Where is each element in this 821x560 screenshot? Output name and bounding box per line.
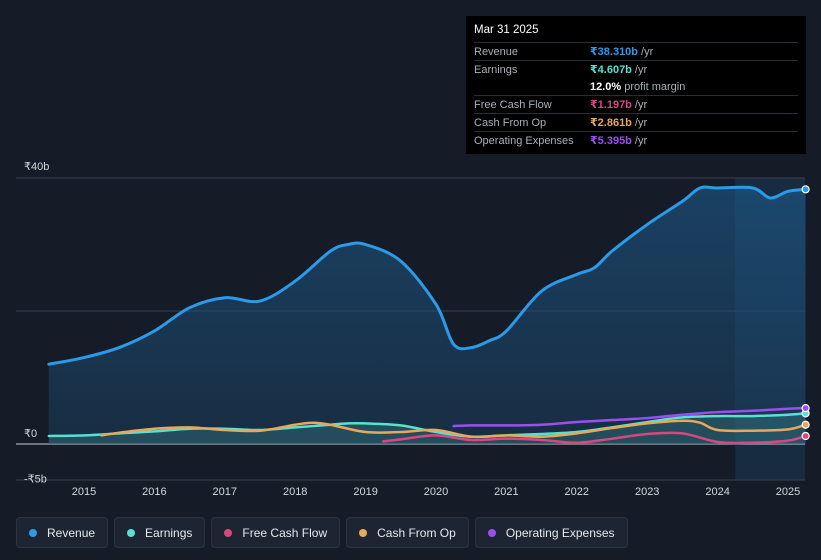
y-tick-label: -₹5b xyxy=(24,473,47,485)
tooltip-panel: Mar 31 2025 Revenue ₹38.310b/yr Earnings ₹4… xyxy=(466,16,806,154)
legend-dot-icon xyxy=(487,528,496,537)
tooltip-row: Revenue ₹38.310b/yr xyxy=(474,42,798,60)
tooltip-date: Mar 31 2025 xyxy=(474,24,539,36)
tooltip-row-unit: /yr xyxy=(634,98,648,111)
legend-label: Cash From Op xyxy=(377,525,456,540)
line-operating-expenses xyxy=(452,406,807,428)
tooltip-row-value: ₹5.395b xyxy=(590,135,632,147)
tooltip-row: Operating Expenses ₹5.395b/yr xyxy=(474,131,798,149)
tooltip-row-label: Revenue xyxy=(474,45,519,58)
legend: Revenue Earnings Free Cash Flow Cash From O… xyxy=(16,517,628,548)
tooltip-row-value: ₹2.861b xyxy=(590,117,632,129)
x-tick-label: 2018 xyxy=(283,486,307,498)
tooltip-row-label: Earnings xyxy=(474,63,518,76)
point-operating-expenses xyxy=(801,403,810,413)
legend-item-free-cash-flow[interactable]: Free Cash Flow xyxy=(211,517,341,548)
tooltip-row-unit: /yr xyxy=(634,63,648,76)
y-tick-label: ₹40b xyxy=(24,161,49,173)
tooltip-row-unit: /yr xyxy=(634,134,648,147)
x-tick-label: 2015 xyxy=(72,486,96,498)
point-cash-from-op xyxy=(801,420,810,429)
line-revenue xyxy=(47,185,808,366)
legend-item-cash-from-op[interactable]: Cash From Op xyxy=(346,517,469,548)
point-free-cash-flow xyxy=(801,431,810,441)
x-tick-label: 2023 xyxy=(635,486,659,498)
tooltip-row: 12.0% profit margin xyxy=(474,78,798,95)
tooltip-row: Free Cash Flow ₹1.197b/yr xyxy=(474,95,798,113)
tooltip-row-unit: /yr xyxy=(634,116,648,129)
x-tick-label: 2021 xyxy=(494,486,518,498)
x-tick-label: 2024 xyxy=(705,486,729,498)
legend-label: Operating Expenses xyxy=(505,525,615,540)
x-tick-label: 2020 xyxy=(424,486,448,498)
tooltip-row-label: Free Cash Flow xyxy=(474,98,552,111)
line-cash-from-op xyxy=(100,419,807,439)
tooltip-row-label: Operating Expenses xyxy=(474,134,574,147)
area-earnings xyxy=(48,413,806,444)
legend-dot-icon xyxy=(224,528,233,537)
x-tick-label: 2016 xyxy=(142,486,166,498)
financial-chart: 2015 2016 2017 2018 2019 2020 2021 2022 2023 2024… xyxy=(16,161,810,498)
tooltip-row-label: Cash From Op xyxy=(474,116,547,129)
tooltip-row: Cash From Op ₹2.861b/yr xyxy=(474,113,798,131)
legend-item-earnings[interactable]: Earnings xyxy=(114,517,206,548)
legend-dot-icon xyxy=(359,528,368,537)
y-tick-label: ₹0 xyxy=(24,428,37,440)
line-earnings xyxy=(47,412,807,439)
tooltip-row: Earnings ₹4.607b/yr xyxy=(474,60,798,78)
legend-label: Revenue xyxy=(47,525,96,540)
tooltip-row-value: 12.0% xyxy=(590,80,622,93)
tooltip-row-value: ₹4.607b xyxy=(590,64,632,76)
legend-dot-icon xyxy=(29,528,37,537)
x-tick-label: 2025 xyxy=(776,486,800,498)
x-tick-label: 2017 xyxy=(213,486,237,498)
x-tick-label: 2022 xyxy=(565,486,589,498)
area-revenue xyxy=(48,186,806,445)
legend-label: Earnings xyxy=(145,525,193,540)
tooltip-row-unit: /yr xyxy=(641,45,654,58)
legend-item-revenue[interactable]: Revenue xyxy=(16,517,109,548)
tooltip-row-unit: profit margin xyxy=(624,80,686,93)
point-revenue xyxy=(801,185,810,194)
legend-item-operating-expenses[interactable]: Operating Expenses xyxy=(474,517,628,548)
x-tick-label: 2019 xyxy=(353,486,377,498)
tooltip-row-value: ₹38.310b xyxy=(590,46,639,58)
legend-label: Free Cash Flow xyxy=(242,525,328,540)
line-free-cash-flow xyxy=(381,431,807,445)
tooltip-row-value: ₹1.197b xyxy=(590,99,632,111)
legend-dot-icon xyxy=(127,528,136,537)
